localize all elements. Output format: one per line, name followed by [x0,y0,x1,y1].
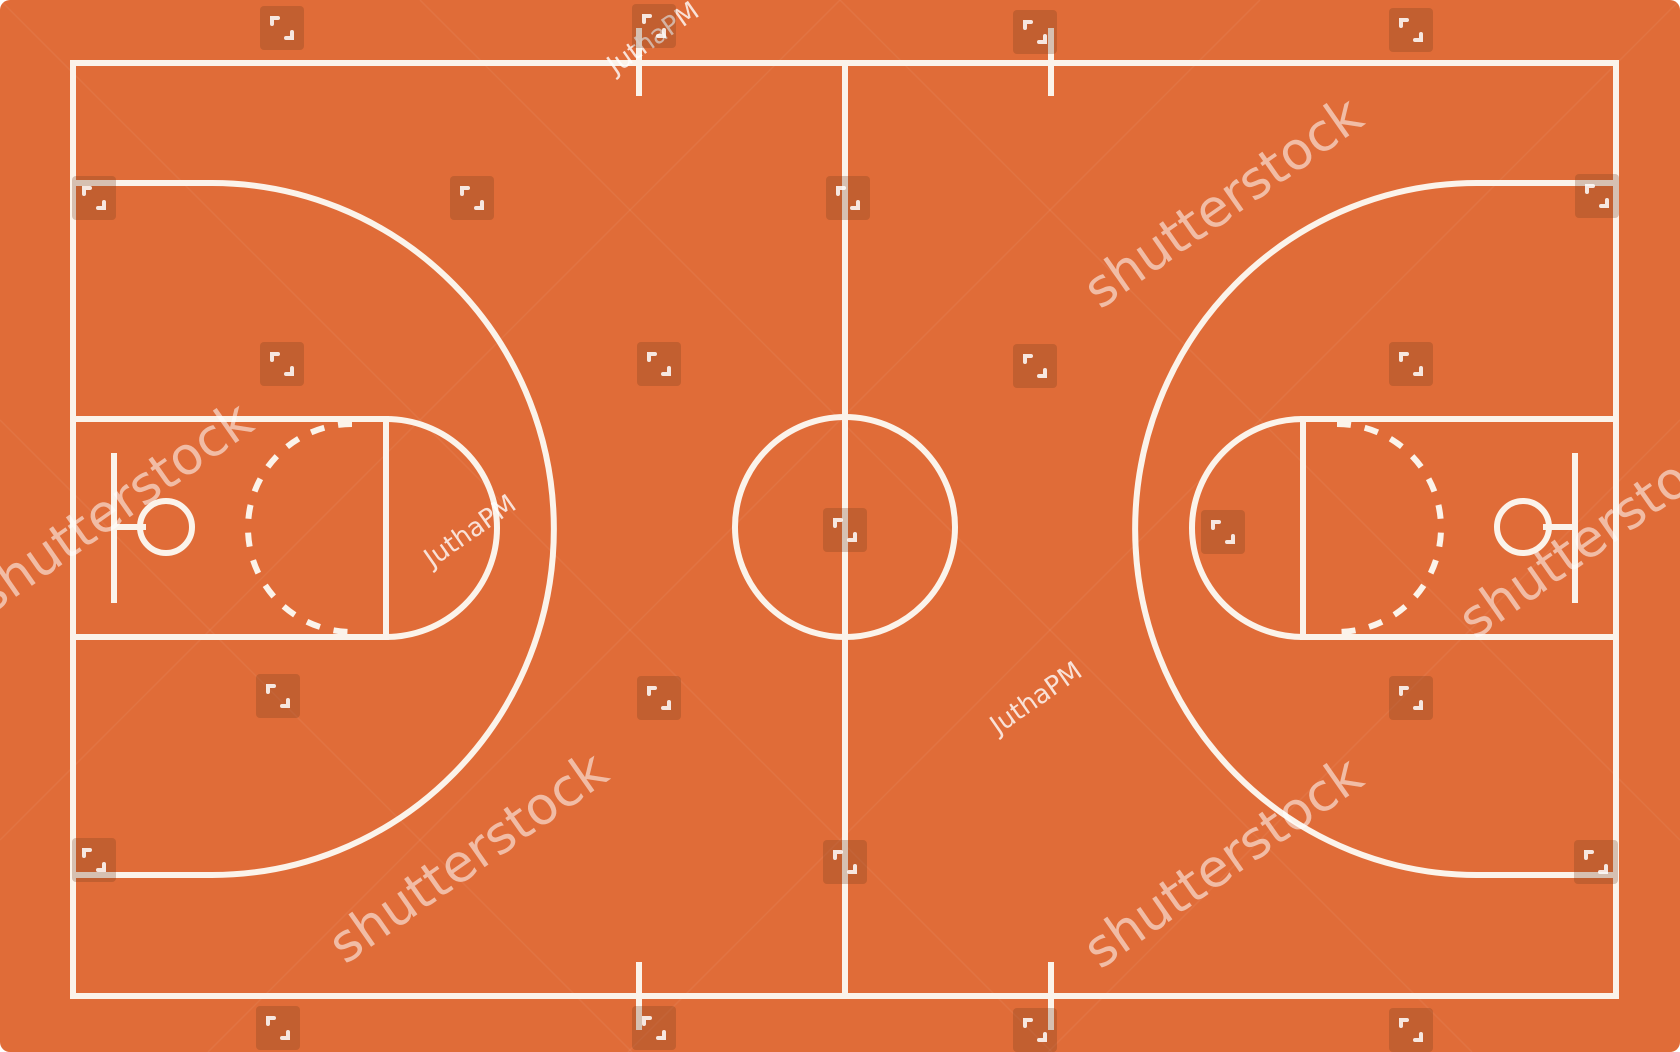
shutterstock-logo-icon [1575,174,1619,218]
shutterstock-logo-icon [72,176,116,220]
shutterstock-logo-icon [1201,510,1245,554]
left-rim [137,498,195,556]
shutterstock-logo-icon [632,4,676,48]
shutterstock-logo-icon [1013,10,1057,54]
center-circle [732,414,958,640]
shutterstock-logo-icon [1013,1008,1057,1052]
shutterstock-logo-icon [1013,344,1057,388]
shutterstock-logo-icon [1389,1008,1433,1052]
shutterstock-logo-icon [823,508,867,552]
shutterstock-logo-icon [450,176,494,220]
shutterstock-logo-icon [632,1006,676,1050]
right-key [1300,416,1619,640]
shutterstock-logo-icon [260,6,304,50]
shutterstock-logo-icon [637,676,681,720]
shutterstock-logo-icon [826,176,870,220]
right-free-throw-arc [1189,416,1304,640]
shutterstock-logo-icon [823,840,867,884]
watermark-icons [72,4,1619,1052]
left-free-throw-arc [385,416,500,640]
shutterstock-logo-icon [260,342,304,386]
shutterstock-logo-icon [1389,8,1433,52]
right-rim [1494,498,1552,556]
shutterstock-logo-icon [72,838,116,882]
shutterstock-logo-icon [1574,840,1618,884]
shutterstock-logo-icon [1389,342,1433,386]
shutterstock-logo-icon [256,1006,300,1050]
right-three-point-line [1132,180,1616,878]
left-three-point-line [73,180,557,878]
shutterstock-logo-icon [637,342,681,386]
shutterstock-logo-icon [1389,676,1433,720]
left-key [70,416,389,640]
shutterstock-logo-icon [256,674,300,718]
